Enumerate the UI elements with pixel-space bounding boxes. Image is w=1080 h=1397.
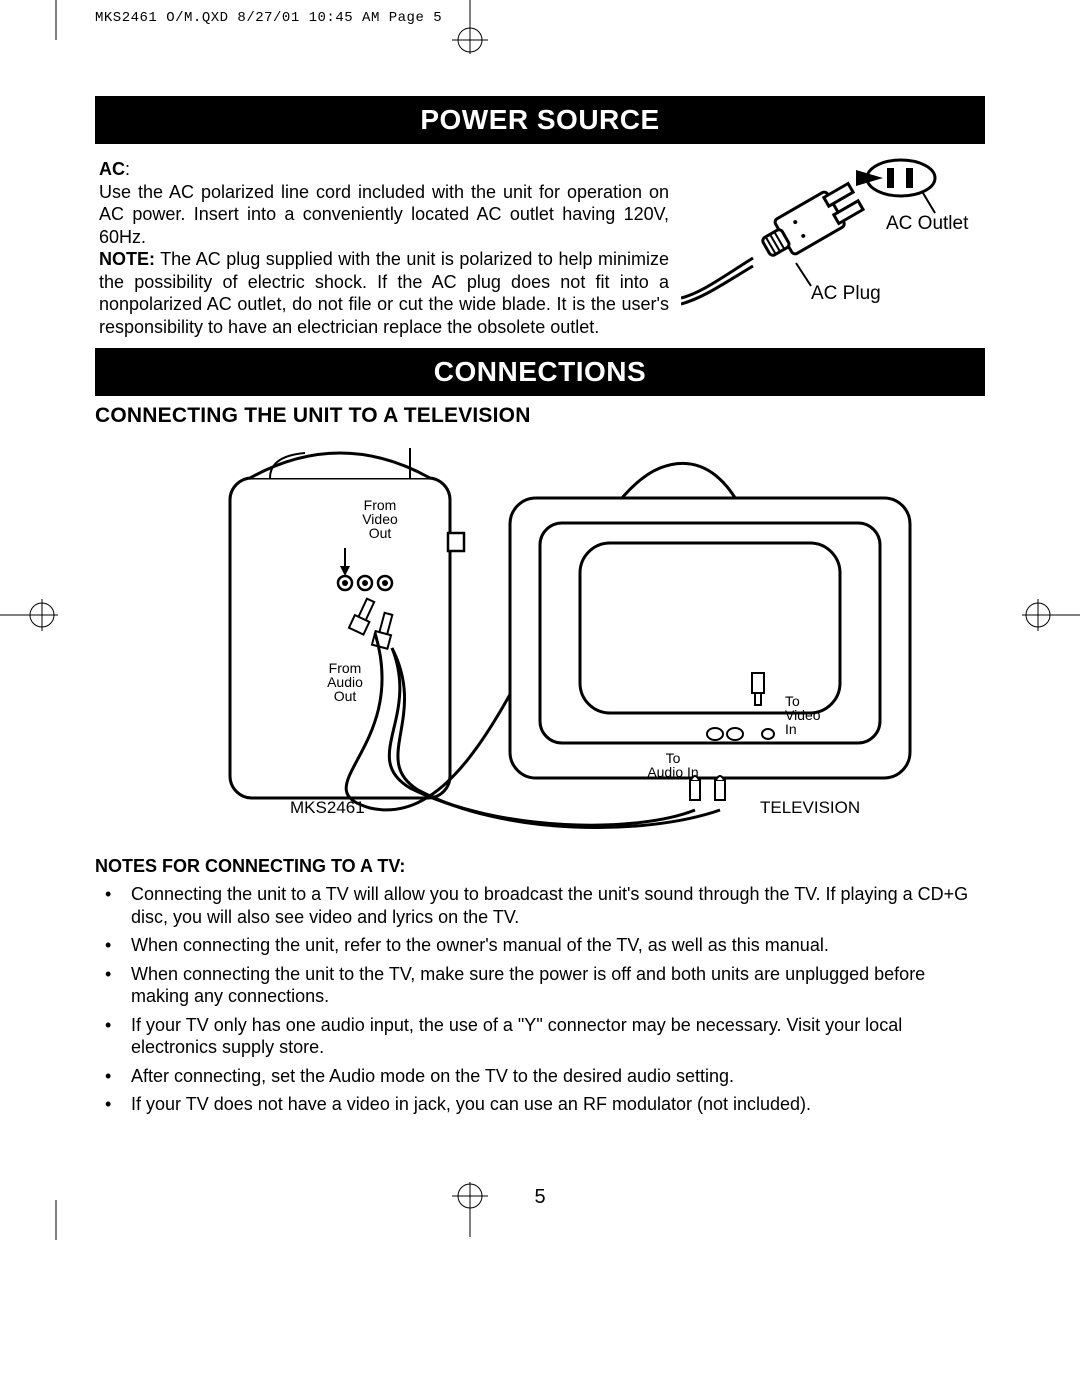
power-source-bar: POWER SOURCE [95,96,985,144]
ac-outlet-label: AC Outlet [886,213,968,235]
list-item: After connecting, set the Audio mode on … [123,1065,985,1088]
ac-plug-label: AC Plug [811,283,881,305]
unit-label: MKS2461 [290,798,365,817]
ac-note-label: NOTE: [99,249,155,269]
notes-heading: NOTES FOR CONNECTING TO A TV: [95,856,985,877]
page-number: 5 [95,1186,985,1209]
ac-paragraph-1: Use the AC polarized line cord included … [99,182,669,247]
connections-bar: CONNECTIONS [95,348,985,396]
ac-label: AC [99,159,125,179]
connection-diagram: FromVideoOut FromAudioOut ToVideoIn ToAu… [160,438,920,838]
list-item: When connecting the unit, refer to the o… [123,934,985,957]
print-header: MKS2461 O/M.QXD 8/27/01 10:45 AM Page 5 [95,10,985,26]
ac-note-text: The AC plug supplied with the unit is po… [99,249,669,337]
list-item: If your TV does not have a video in jack… [123,1093,985,1116]
ac-text-block: AC: Use the AC polarized line cord inclu… [99,158,669,338]
notes-list: Connecting the unit to a TV will allow y… [95,883,985,1116]
tv-label: TELEVISION [760,798,860,817]
ac-plug-figure: AC Outlet AC Plug [681,158,981,328]
list-item: If your TV only has one audio input, the… [123,1014,985,1059]
list-item: Connecting the unit to a TV will allow y… [123,883,985,928]
list-item: When connecting the unit to the TV, make… [123,963,985,1008]
connect-tv-subhead: CONNECTING THE UNIT TO A TELEVISION [95,404,985,428]
